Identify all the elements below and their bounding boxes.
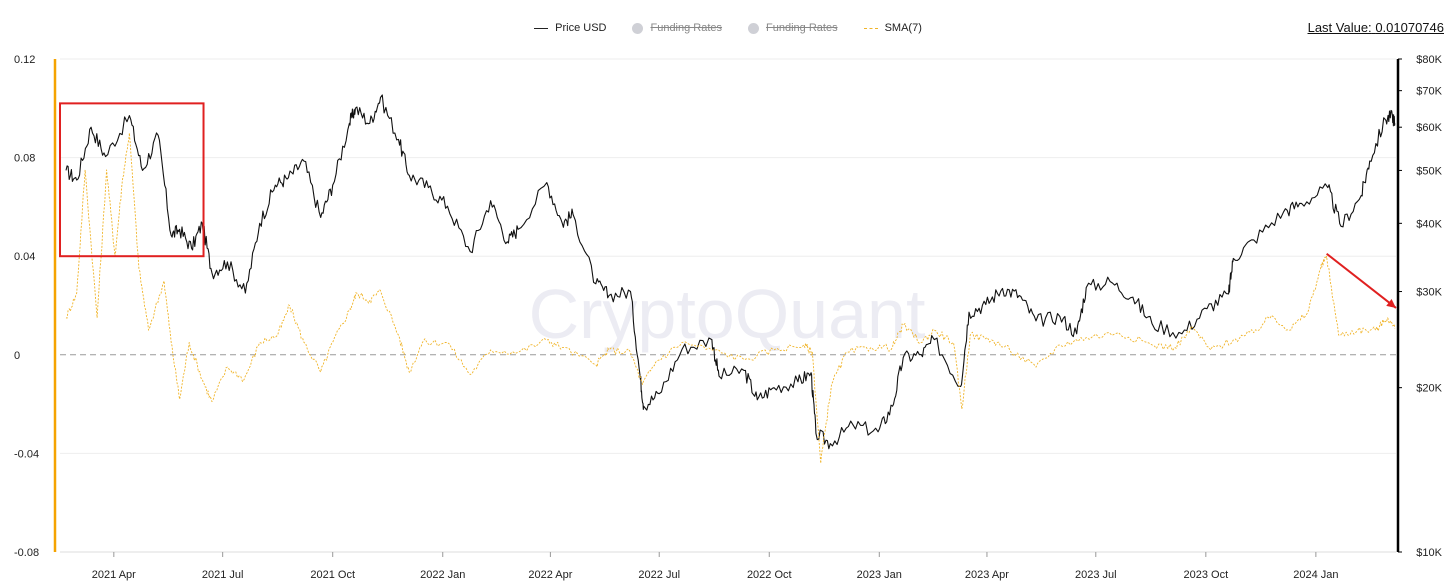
legend-label: Funding Rates (650, 22, 723, 34)
y-left-tick-label: -0.08 (14, 547, 39, 559)
watermark: CryptoQuant (529, 275, 926, 353)
legend-label: Price USD (555, 22, 607, 34)
series-layer (65, 94, 1396, 464)
x-tick-label: 2022 Apr (528, 569, 572, 581)
y-right-tick-label: $20K (1416, 383, 1442, 395)
y-left-tick-label: -0.04 (14, 448, 39, 460)
last-value-label: Last Value: (1307, 20, 1372, 35)
x-tick-label: 2023 Jul (1075, 569, 1117, 581)
legend-item-price-usd[interactable]: Price USD (534, 22, 606, 34)
arrowhead-icon (1386, 298, 1396, 308)
x-tick-label: 2022 Oct (747, 569, 792, 581)
disabled-dot-icon (632, 22, 644, 34)
x-tick-label: 2023 Oct (1184, 569, 1229, 581)
y-right-tick-label: $70K (1416, 86, 1442, 98)
x-tick-label: 2021 Apr (92, 569, 136, 581)
y-right-tick-label: $80K (1416, 54, 1442, 66)
legend-item-funding-rates-1[interactable]: Funding Rates (632, 22, 722, 34)
legend-label: SMA(7) (884, 22, 922, 34)
line-swatch-icon (534, 27, 549, 29)
y-left-tick-label: 0.12 (14, 54, 35, 66)
y-right-tick-label: $60K (1416, 122, 1442, 134)
x-tick-label: 2022 Jul (638, 569, 680, 581)
price-usd-line (65, 94, 1396, 450)
y-right-tick-label: $30K (1416, 287, 1442, 299)
y-right-tick-label: $40K (1416, 218, 1442, 230)
legend-item-sma7[interactable]: SMA(7) (863, 22, 922, 34)
x-tick-label: 2021 Jul (202, 569, 244, 581)
x-tick-label: 2023 Apr (965, 569, 1009, 581)
annotation-layer (59, 102, 1397, 309)
y-left-tick-label: 0.08 (14, 153, 35, 165)
x-tick-label: 2023 Jan (857, 569, 902, 581)
legend-item-funding-rates-2[interactable]: Funding Rates (748, 22, 838, 34)
disabled-dot-icon (748, 22, 760, 34)
dashed-swatch-icon (863, 27, 878, 29)
chart-legend: Price USD Funding Rates Funding Rates SM… (0, 18, 1456, 38)
last-value-number: 0.01070746 (1375, 20, 1444, 35)
x-tick-label: 2022 Jan (420, 569, 465, 581)
y-right-tick-label: $50K (1416, 165, 1442, 177)
last-value-readout[interactable]: Last Value: 0.01070746 (1308, 20, 1444, 35)
y-left-tick-label: 0 (14, 350, 20, 362)
x-tick-label: 2024 Jan (1293, 569, 1338, 581)
axes: 0.12 0.08 0.04 0 -0.04 -0.08 $80K $70K $60K $50K $… (14, 54, 1443, 581)
trend-arrow (1326, 252, 1397, 309)
y-right-tick-label: $10K (1416, 547, 1442, 559)
sma7-line (65, 132, 1396, 464)
x-tick-label: 2021 Oct (310, 569, 355, 581)
legend-label: Funding Rates (766, 22, 838, 34)
y-left-tick-label: 0.04 (14, 251, 35, 263)
highlight-box (59, 102, 205, 258)
